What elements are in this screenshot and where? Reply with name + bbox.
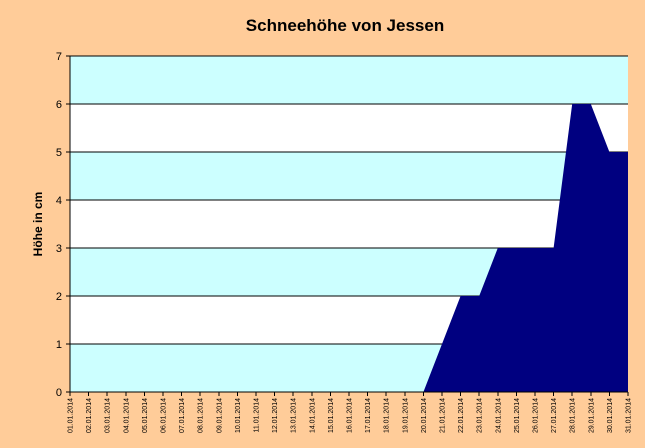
x-tick-label: 21.01.2014	[440, 398, 447, 433]
x-tick-label: 02.01.2014	[86, 398, 93, 433]
y-tick-label: 7	[56, 51, 62, 63]
background-band	[70, 56, 628, 104]
x-tick-label: 28.01.2014	[570, 398, 577, 433]
x-tick-label: 12.01.2014	[272, 398, 279, 433]
x-tick-label: 22.01.2014	[458, 398, 465, 433]
x-tick-label: 25.01.2014	[514, 398, 521, 433]
x-tick-label: 06.01.2014	[161, 398, 168, 433]
y-tick-label: 4	[56, 195, 62, 207]
x-tick-label: 17.01.2014	[365, 398, 372, 433]
x-tick-labels: 01.01.2014 02.01.2014 03.01.2014 04.01.2014…	[68, 398, 633, 433]
x-tick-label: 18.01.2014	[384, 398, 391, 433]
y-tick-label: 5	[56, 147, 62, 159]
y-tick-labels: 0 1 2 3 4 5 6 7	[56, 51, 62, 399]
x-tick-label: 16.01.2014	[347, 398, 354, 433]
x-tick-label: 23.01.2014	[477, 398, 484, 433]
x-tick-label: 24.01.2014	[495, 398, 502, 433]
y-axis-label: Höhe in cm	[31, 192, 45, 257]
x-tick-label: 01.01.2014	[68, 398, 75, 433]
x-tick-label: 20.01.2014	[421, 398, 428, 433]
background-band	[70, 152, 628, 200]
y-tick-label: 2	[56, 291, 62, 303]
x-tick-label: 26.01.2014	[533, 398, 540, 433]
background-band	[70, 200, 628, 248]
x-tick-label: 11.01.2014	[254, 398, 261, 433]
x-tick-label: 30.01.2014	[607, 398, 614, 433]
x-tick-label: 10.01.2014	[235, 398, 242, 433]
x-tick-label: 15.01.2014	[328, 398, 335, 433]
x-tick-label: 29.01.2014	[588, 398, 595, 433]
y-tick-label: 6	[56, 99, 62, 111]
x-tick-label: 07.01.2014	[179, 398, 186, 433]
x-tick-label: 13.01.2014	[291, 398, 298, 433]
x-tick-label: 09.01.2014	[216, 398, 223, 433]
series-area	[70, 104, 628, 392]
y-tick-label: 1	[56, 339, 62, 351]
x-tick-label: 19.01.2014	[402, 398, 409, 433]
axes	[66, 55, 629, 396]
y-tick-label: 0	[56, 387, 62, 399]
x-tick-label: 04.01.2014	[123, 398, 130, 433]
x-tick-label: 14.01.2014	[309, 398, 316, 433]
x-tick-label: 08.01.2014	[198, 398, 205, 433]
x-tick-label: 31.01.2014	[626, 398, 633, 433]
y-tick-label: 3	[56, 243, 62, 255]
x-tick-label: 05.01.2014	[142, 398, 149, 433]
x-tick-label: 27.01.2014	[551, 398, 558, 433]
chart-title: Schneehöhe von Jessen	[246, 16, 444, 35]
x-tick-label: 03.01.2014	[105, 398, 112, 433]
background-band	[70, 104, 628, 152]
